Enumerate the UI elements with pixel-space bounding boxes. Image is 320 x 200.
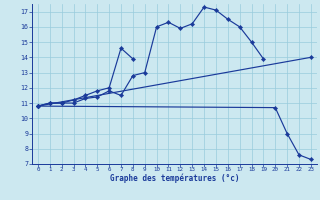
X-axis label: Graphe des températures (°c): Graphe des températures (°c) [110, 174, 239, 183]
